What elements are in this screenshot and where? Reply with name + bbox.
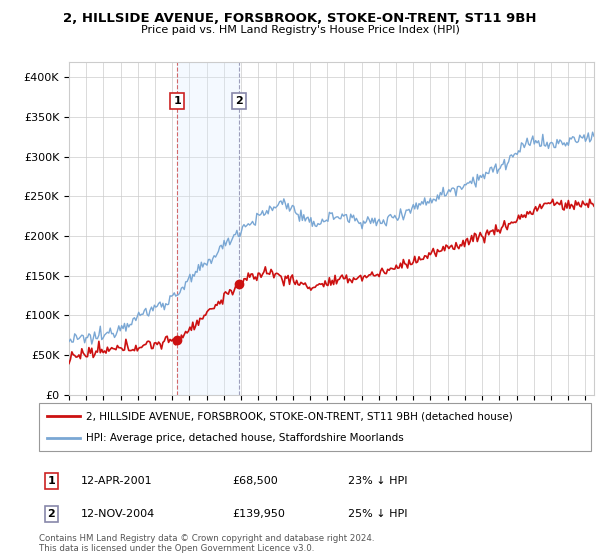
Text: 12-APR-2001: 12-APR-2001 [80,476,152,486]
Bar [177,62,239,395]
Text: Contains HM Land Registry data © Crown copyright and database right 2024.
This d: Contains HM Land Registry data © Crown c… [39,534,374,553]
FancyBboxPatch shape [39,403,591,451]
Text: 2: 2 [235,96,243,106]
Text: 1: 1 [47,476,55,486]
Text: 2, HILLSIDE AVENUE, FORSBROOK, STOKE-ON-TRENT, ST11 9BH (detached house): 2, HILLSIDE AVENUE, FORSBROOK, STOKE-ON-… [86,411,512,421]
Text: £68,500: £68,500 [232,476,278,486]
Text: 25% ↓ HPI: 25% ↓ HPI [348,509,407,519]
Text: 23% ↓ HPI: 23% ↓ HPI [348,476,407,486]
Text: 2, HILLSIDE AVENUE, FORSBROOK, STOKE-ON-TRENT, ST11 9BH: 2, HILLSIDE AVENUE, FORSBROOK, STOKE-ON-… [63,12,537,25]
Text: 1: 1 [173,96,181,106]
Text: 2: 2 [47,509,55,519]
Text: HPI: Average price, detached house, Staffordshire Moorlands: HPI: Average price, detached house, Staf… [86,433,404,443]
Text: 12-NOV-2004: 12-NOV-2004 [80,509,155,519]
Text: £139,950: £139,950 [232,509,285,519]
Text: Price paid vs. HM Land Registry's House Price Index (HPI): Price paid vs. HM Land Registry's House … [140,25,460,35]
